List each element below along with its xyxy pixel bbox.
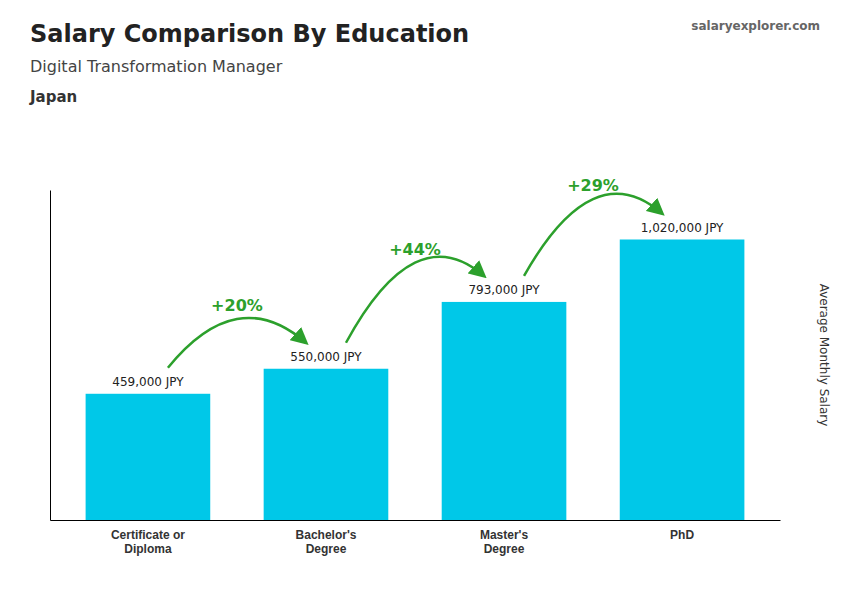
change-arrow <box>346 257 484 343</box>
watermark: salaryexplorer.com <box>691 19 820 33</box>
data-label: 459,000 JPY <box>112 375 184 389</box>
subtitle: Digital Transformation Manager <box>30 57 283 76</box>
x-tick: Master'sDegree <box>480 528 529 556</box>
data-label: 793,000 JPY <box>468 283 540 297</box>
bars <box>86 240 745 521</box>
chart-svg: Salary Comparison By Education Digital Tr… <box>0 0 850 606</box>
data-label: 550,000 JPY <box>290 350 362 364</box>
x-tick: Certificate orDiploma <box>111 528 185 556</box>
change-arrow <box>524 194 662 276</box>
annotations: +20% +44% +29% <box>168 176 662 368</box>
change-label: +44% <box>389 240 441 259</box>
change-label: +29% <box>567 176 619 195</box>
change-label: +20% <box>211 296 263 315</box>
bar <box>442 302 567 520</box>
y-axis-line <box>50 191 51 521</box>
x-tick-label-line: Degree <box>484 542 525 556</box>
chart-container: Salary Comparison By Education Digital Tr… <box>0 0 850 606</box>
title: Salary Comparison By Education <box>30 20 469 48</box>
x-tick-label: PhD <box>670 528 694 542</box>
x-tick-label: Master'sDegree <box>480 528 529 556</box>
country-label: Japan <box>29 88 77 106</box>
change-arrow <box>168 318 306 368</box>
y-axis-title: Average Monthly Salary <box>817 284 831 427</box>
x-axis-line <box>51 520 781 521</box>
bar <box>86 394 211 520</box>
plot-area: Certificate orDiplomaBachelor'sDegreeMas… <box>51 176 781 556</box>
y-axis <box>50 191 51 521</box>
x-tick-label: Certificate orDiploma <box>111 528 185 556</box>
data-label: 1,020,000 JPY <box>641 221 724 235</box>
x-tick-label-line: PhD <box>670 528 694 542</box>
bar <box>264 369 389 520</box>
data-labels: 459,000 JPY 550,000 JPY 793,000 JPY 1,020,0… <box>112 221 724 389</box>
x-tick-label: Bachelor'sDegree <box>296 528 357 556</box>
x-tick-label-line: Certificate or <box>111 528 185 542</box>
x-tick-label-line: Bachelor's <box>296 528 357 542</box>
x-tick-label-line: Degree <box>306 542 347 556</box>
x-axis: Certificate orDiplomaBachelor'sDegreeMas… <box>51 521 781 556</box>
x-tick: PhD <box>670 528 694 542</box>
x-tick-label-line: Diploma <box>124 542 172 556</box>
x-tick: Bachelor'sDegree <box>296 528 357 556</box>
bar <box>620 240 745 521</box>
x-tick-label-line: Master's <box>480 528 529 542</box>
